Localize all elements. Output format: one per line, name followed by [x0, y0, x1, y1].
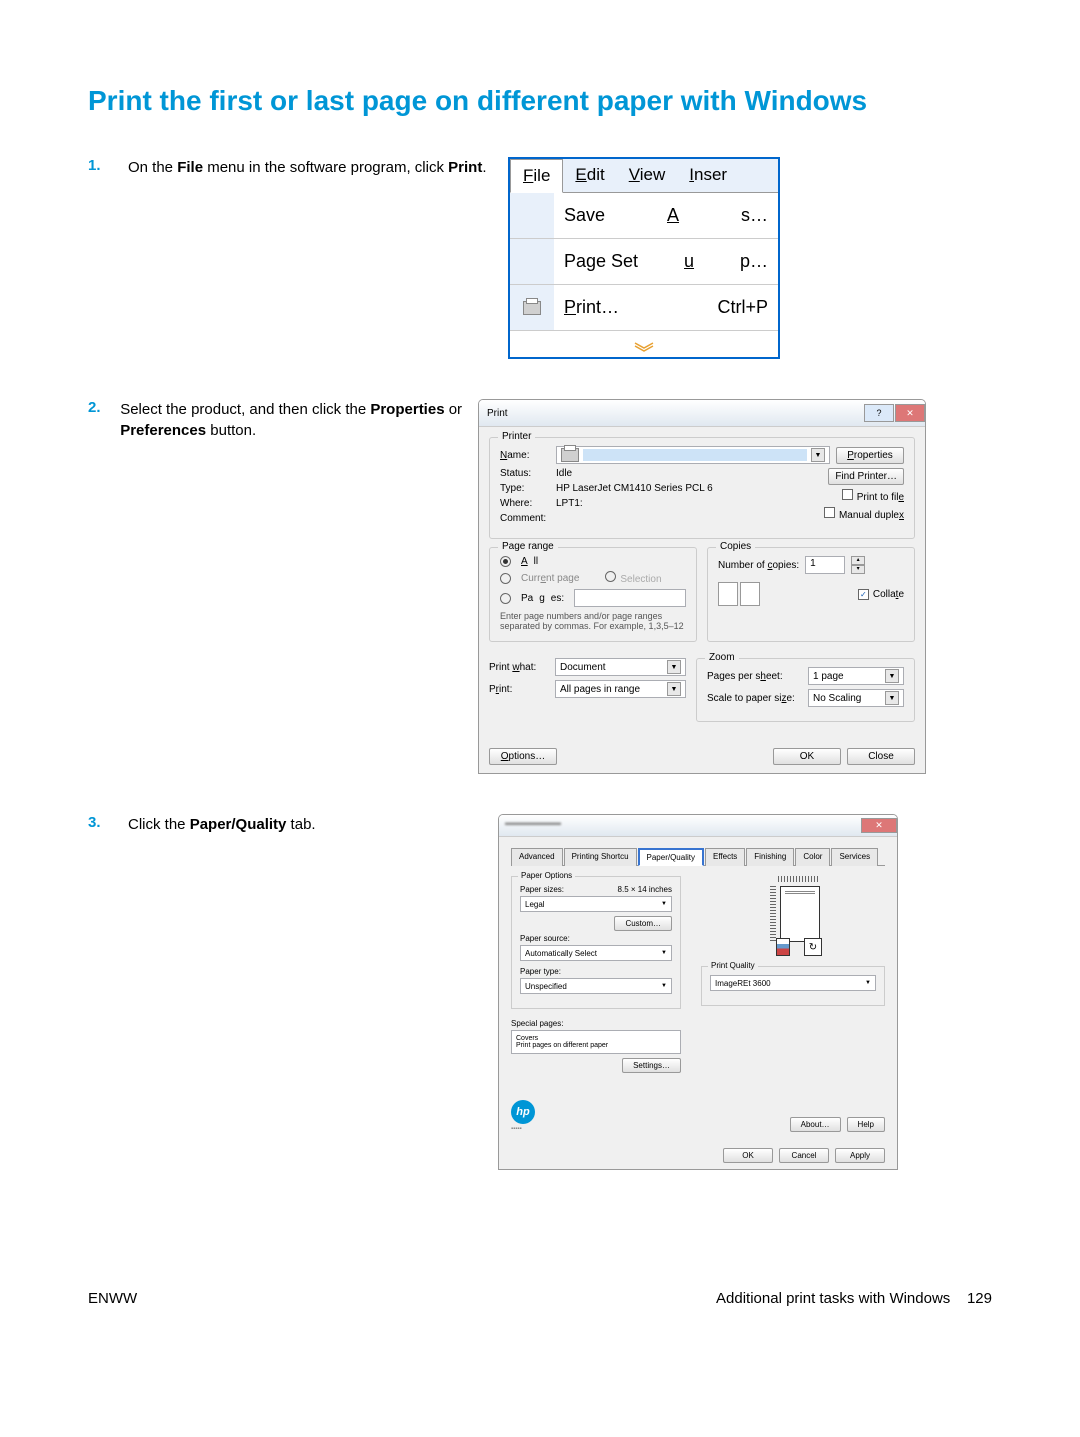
printer-icon: [523, 301, 541, 315]
quality-select[interactable]: ImageREt 3600▼: [710, 975, 876, 991]
step-2: 2. Select the product, and then click th…: [88, 399, 992, 774]
dialog-title: ▬▬▬▬▬▬▬: [505, 818, 561, 833]
step-number: 2.: [88, 399, 120, 774]
footer-left: ENWW: [88, 1290, 137, 1307]
paper-type-select[interactable]: Unspecified▼: [520, 978, 672, 994]
color-icon: [776, 938, 790, 956]
radio-selection[interactable]: [605, 571, 616, 582]
footer-right: Additional print tasks with Windows 129: [716, 1290, 992, 1307]
page-range-group: Page range All Current page Selection Pa…: [489, 547, 697, 642]
pages-per-sheet-select[interactable]: 1 page▼: [808, 667, 904, 685]
tab-bar: Advanced Printing Shortcu Paper/Quality …: [511, 847, 885, 866]
menu-print[interactable]: Print… Ctrl+P: [554, 285, 778, 330]
radio-pages[interactable]: [500, 593, 511, 604]
menu-save-as[interactable]: Save As…: [554, 193, 778, 238]
chevron-down-icon: [633, 339, 655, 349]
cancel-button[interactable]: Cancel: [779, 1148, 829, 1163]
ok-button[interactable]: OK: [723, 1148, 773, 1163]
page-preview: ↻: [758, 876, 828, 956]
apply-button[interactable]: Apply: [835, 1148, 885, 1163]
spin-down[interactable]: ▾: [851, 565, 865, 574]
page-title: Print the first or last page on differen…: [88, 85, 992, 117]
manual-duplex-check[interactable]: Manual duplex: [824, 507, 904, 521]
settings-button[interactable]: Settings…: [622, 1058, 681, 1073]
step-text: On the File menu in the software program…: [128, 157, 487, 359]
step-1: 1. On the File menu in the software prog…: [88, 157, 992, 359]
custom-button[interactable]: Custom…: [614, 916, 672, 931]
close-button[interactable]: Close: [847, 748, 915, 765]
menubar: File Edit View Inser: [510, 159, 778, 193]
spin-up[interactable]: ▴: [851, 556, 865, 565]
printer-icon: [561, 448, 579, 462]
step-text: Select the product, and then click the P…: [120, 399, 508, 774]
copies-input[interactable]: 1: [805, 556, 845, 574]
options-button[interactable]: Options…: [489, 748, 557, 765]
special-pages-list[interactable]: Covers Print pages on different paper: [511, 1030, 681, 1054]
menu-insert[interactable]: Inser: [677, 159, 739, 192]
print-dialog: Print ? ✕ Printer Name: ▼ Properties: [478, 399, 926, 774]
step-3: 3. Click the Paper/Quality tab. ▬▬▬▬▬▬▬ …: [88, 814, 992, 1170]
tab-printing-shortcut[interactable]: Printing Shortcu: [564, 848, 637, 866]
print-quality-group: Print Quality ImageREt 3600▼: [701, 966, 885, 1006]
collate-check[interactable]: ✓Collate: [858, 589, 904, 600]
scale-select[interactable]: No Scaling▼: [808, 689, 904, 707]
shortcut: Ctrl+P: [717, 297, 768, 318]
print-range-select[interactable]: All pages in range▼: [555, 680, 686, 698]
ok-button[interactable]: OK: [773, 748, 841, 765]
copies-group: Copies Number of copies: 1 ▴▾ ✓Collate: [707, 547, 915, 642]
properties-dialog: ▬▬▬▬▬▬▬ ✕ Advanced Printing Shortcu Pape…: [498, 814, 898, 1170]
menu-edit[interactable]: Edit: [563, 159, 616, 192]
help-button[interactable]: ?: [864, 404, 894, 422]
properties-button[interactable]: Properties: [836, 447, 904, 464]
tab-advanced[interactable]: Advanced: [511, 848, 563, 866]
close-button[interactable]: ✕: [895, 404, 925, 422]
pages-input[interactable]: [574, 589, 686, 607]
tab-color[interactable]: Color: [795, 848, 830, 866]
menu-page-setup[interactable]: Page Setup…: [554, 239, 778, 284]
paper-source-select[interactable]: Automatically Select▼: [520, 945, 672, 961]
find-printer-button[interactable]: Find Printer…: [828, 468, 904, 485]
tab-effects[interactable]: Effects: [705, 848, 745, 866]
hp-logo-icon: hp: [511, 1100, 535, 1124]
page-footer: ENWW Additional print tasks with Windows…: [88, 1290, 992, 1307]
menu-view[interactable]: View: [617, 159, 678, 192]
step-number: 3.: [88, 814, 128, 1170]
dialog-title: Print: [487, 408, 508, 419]
paper-size-select[interactable]: Legal▼: [520, 896, 672, 912]
printer-group: Printer Name: ▼ Properties Status:Idle T…: [489, 437, 915, 539]
print-what-select[interactable]: Document▼: [555, 658, 686, 676]
dropdown-icon: ▼: [811, 448, 825, 462]
collate-icon: [718, 582, 738, 606]
close-button[interactable]: ✕: [861, 818, 897, 833]
help-button[interactable]: Help: [847, 1117, 885, 1132]
paper-options-group: Paper Options Paper sizes:8.5 × 14 inche…: [511, 876, 681, 1009]
about-button[interactable]: About…: [790, 1117, 841, 1132]
menu-expand[interactable]: [510, 331, 778, 357]
print-to-file-check[interactable]: Print to file: [842, 489, 904, 503]
name-label: Name:: [500, 450, 550, 461]
collate-icon: [740, 582, 760, 606]
zoom-group: Zoom Pages per sheet:1 page▼ Scale to pa…: [696, 658, 915, 722]
file-menu-figure: File Edit View Inser Save As… Page Setup…: [508, 157, 780, 359]
menu-file[interactable]: File: [510, 159, 563, 193]
radio-current[interactable]: [500, 573, 511, 584]
printer-select[interactable]: ▼: [556, 446, 830, 464]
orientation-icon: ↻: [804, 938, 822, 956]
tab-paper-quality[interactable]: Paper/Quality: [638, 848, 704, 866]
tab-finishing[interactable]: Finishing: [746, 848, 794, 866]
step-text: Click the Paper/Quality tab.: [128, 814, 316, 1170]
radio-all[interactable]: [500, 556, 511, 567]
step-number: 1.: [88, 157, 128, 359]
tab-services[interactable]: Services: [831, 848, 878, 866]
